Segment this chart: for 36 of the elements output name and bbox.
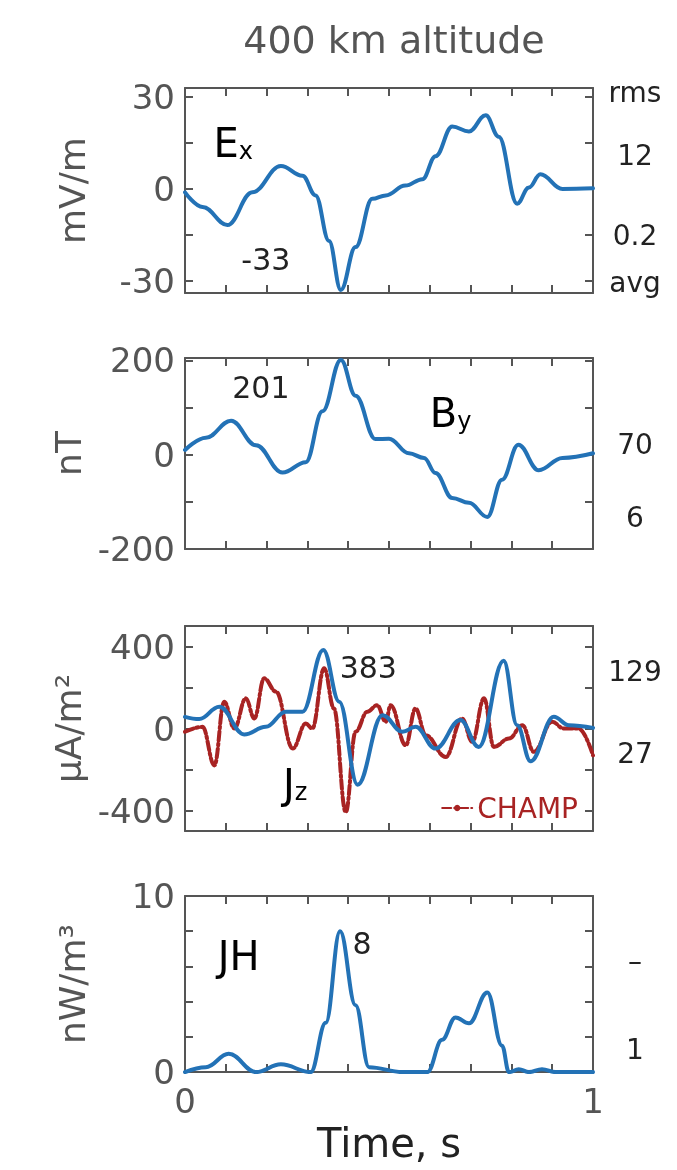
annotation: -33 — [241, 242, 291, 278]
text: avg — [609, 266, 661, 300]
y-axis-title: nT — [48, 430, 90, 476]
text: 6 — [626, 501, 644, 535]
x-axis-title: Time, s — [315, 1120, 462, 1166]
y-axis-title: nW/m³ — [51, 924, 93, 1045]
text: 12 — [617, 139, 653, 173]
chart-title: 400 km altitude — [243, 18, 545, 62]
annotation: JH — [214, 932, 260, 979]
text: 27 — [617, 736, 653, 770]
y-tick-label: -30 — [119, 260, 175, 301]
y-tick-label: 400 — [110, 626, 175, 667]
annotation: 201 — [232, 370, 290, 406]
annotation: Ex — [213, 120, 254, 167]
y-tick-label: 0 — [153, 1052, 175, 1093]
text: 0.2 — [612, 219, 658, 253]
y-axis-title: mV/m — [51, 137, 93, 244]
y-tick-label: -400 — [97, 790, 175, 831]
text: 70 — [617, 427, 653, 461]
y-tick-label: 200 — [110, 340, 175, 381]
annotation: 8 — [352, 925, 372, 961]
annotation: By — [429, 390, 472, 437]
y-tick-label: 0 — [153, 168, 175, 209]
y-axis-title: μA/m² — [48, 673, 90, 784]
annotation: Jz — [279, 760, 308, 807]
text: rms — [608, 75, 662, 109]
y-tick-label: 10 — [131, 876, 175, 916]
annotation: 383 — [339, 650, 397, 686]
text: 1 — [626, 1033, 644, 1067]
legend-label: CHAMP — [477, 791, 579, 825]
text: 129 — [608, 654, 662, 688]
text: – — [628, 945, 642, 979]
y-tick-label: -200 — [97, 529, 175, 569]
y-tick-label: 30 — [131, 77, 175, 118]
y-tick-label: 0 — [153, 708, 175, 749]
y-tick-label: 0 — [153, 434, 175, 475]
